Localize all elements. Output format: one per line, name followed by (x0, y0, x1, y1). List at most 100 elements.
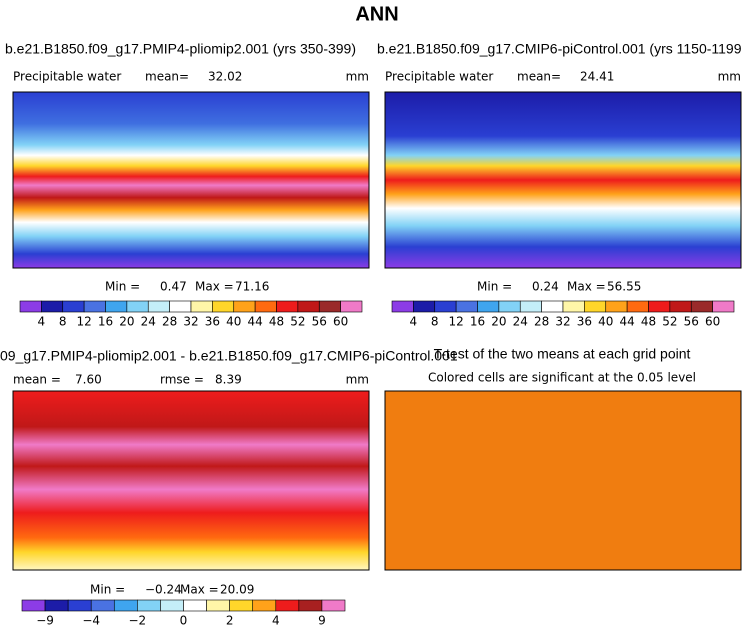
colorbar-box (233, 300, 256, 313)
panel-subtitle: Colored cells are significant at the 0.0… (428, 371, 696, 385)
colorbar-box (229, 599, 254, 612)
colorbar-label: 8 (59, 315, 67, 329)
panel-title: T-test of the two means at each grid poi… (434, 346, 691, 362)
colorbar-box (562, 300, 585, 313)
colorbar-box (434, 300, 457, 313)
colorbar-box (190, 300, 213, 313)
min-value: 0.47 (160, 280, 187, 294)
panel-title: b.e21.B1850.f09_g17.PMIP4-pliomip2.001 (… (5, 41, 356, 57)
min-value: −0.24 (145, 583, 182, 597)
colorbar-label: 24 (513, 315, 528, 329)
min-value: 0.24 (532, 280, 559, 294)
colorbar-box (626, 300, 649, 313)
colorbar-box (690, 300, 713, 313)
colorbar-box (137, 599, 161, 612)
colorbar-label: 48 (269, 315, 284, 329)
colorbar-box (648, 300, 671, 313)
map (12, 91, 370, 269)
colorbar-label: 4 (38, 315, 46, 329)
colorbar-box (206, 599, 230, 612)
colorbar-box (44, 599, 69, 612)
colorbar-label: 32 (555, 315, 570, 329)
colorbar-label: 32 (183, 315, 198, 329)
colorbar-label: 52 (290, 315, 305, 329)
colorbar-box (67, 599, 92, 612)
max-label: Max = (567, 280, 606, 294)
mean-value: 32.02 (208, 70, 242, 84)
max-label: Max = (195, 280, 234, 294)
colorbar-box (712, 300, 735, 313)
map (384, 390, 742, 571)
colorbar-label: 12 (76, 315, 91, 329)
colorbar-box (62, 300, 85, 313)
min-label: Min = (477, 280, 512, 294)
colorbar-box (519, 300, 542, 313)
colorbar-label: 28 (534, 315, 549, 329)
colorbar-label: 52 (662, 315, 677, 329)
rmse-value: 8.39 (215, 373, 242, 387)
colorbar-box (340, 300, 363, 313)
colorbar-label: 56 (312, 315, 327, 329)
colorbar-label: 60 (705, 315, 720, 329)
colorbar-box (275, 599, 300, 612)
mean-value: 24.41 (580, 70, 614, 84)
colorbar-label: 44 (619, 315, 634, 329)
colorbar-label: 60 (333, 315, 348, 329)
colorbar-label: 8 (431, 315, 439, 329)
colorbar-label: 16 (470, 315, 485, 329)
map (12, 390, 370, 571)
colorbar-label: 36 (577, 315, 592, 329)
colorbar-box (391, 300, 414, 313)
colorbar-box (160, 599, 184, 612)
colorbar-box (90, 599, 115, 612)
colorbar-box (21, 599, 46, 612)
colorbar-box (276, 300, 299, 313)
panels: b.e21.B1850.f09_g17.PMIP4-pliomip2.001 (… (0, 41, 742, 628)
colorbar-box (105, 300, 128, 313)
units: mm (346, 70, 369, 84)
colorbar-box (252, 599, 277, 612)
mean-value: 7.60 (75, 373, 102, 387)
variable-name: Precipitable water (13, 70, 121, 84)
colorbar-label: −4 (82, 614, 100, 628)
colorbar-box (83, 300, 106, 313)
mean-label: mean= (145, 70, 189, 84)
colorbar-box (413, 300, 436, 313)
colorbar-label: −2 (129, 614, 147, 628)
colorbar-label: 9 (318, 614, 326, 628)
colorbar-label: 2 (226, 614, 234, 628)
colorbar-box (321, 599, 346, 612)
min-label: Min = (90, 583, 125, 597)
colorbar-box (126, 300, 149, 313)
colorbar-box (183, 599, 207, 612)
colorbar-box (169, 300, 192, 313)
colorbar-box (147, 300, 170, 313)
colorbar-box (455, 300, 478, 313)
colorbar-label: 36 (205, 315, 220, 329)
colorbar-box (297, 300, 320, 313)
colorbar-box (298, 599, 323, 612)
max-value: 71.16 (235, 280, 269, 294)
colorbar-label: −9 (36, 614, 54, 628)
panel-title: 09_g17.PMIP4-pliomip2.001 - b.e21.B1850.… (0, 348, 458, 364)
colorbar-label: 20 (491, 315, 506, 329)
colorbar-label: 40 (226, 315, 241, 329)
colorbar-box (477, 300, 500, 313)
colorbar-label: 56 (684, 315, 699, 329)
colorbar-box (41, 300, 64, 313)
colorbar-label: 48 (641, 315, 656, 329)
max-value: 20.09 (220, 583, 254, 597)
max-value: 56.55 (607, 280, 641, 294)
colorbar-box (19, 300, 42, 313)
colorbar-box (212, 300, 235, 313)
colorbar-box (498, 300, 521, 313)
colorbar-label: 16 (98, 315, 113, 329)
colorbar-label: 12 (448, 315, 463, 329)
min-label: Min = (105, 280, 140, 294)
colorbar-box (318, 300, 341, 313)
colorbar-label: 28 (162, 315, 177, 329)
rmse-label: rmse = (160, 373, 204, 387)
max-label: Max = (180, 583, 219, 597)
